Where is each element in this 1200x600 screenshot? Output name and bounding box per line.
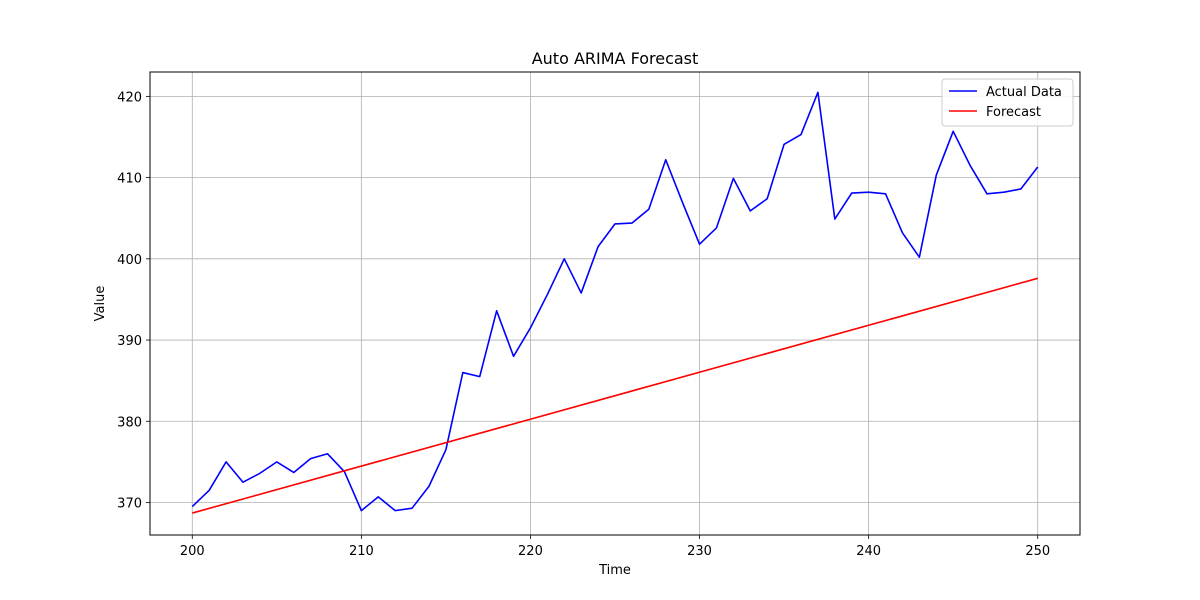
y-tick-label: 370 xyxy=(117,497,142,512)
x-tick-label: 210 xyxy=(349,544,374,559)
legend-label: Forecast xyxy=(986,105,1041,120)
x-tick-label: 230 xyxy=(687,544,712,559)
x-tick-label: 220 xyxy=(518,544,543,559)
y-tick-label: 400 xyxy=(117,253,142,268)
series-line-forecast xyxy=(192,277,1038,514)
x-tick-label: 200 xyxy=(180,544,205,559)
series-layer xyxy=(191,91,1039,514)
legend-label: Actual Data xyxy=(986,85,1062,100)
y-tick-label: 410 xyxy=(117,172,142,187)
x-axis-title: Time xyxy=(598,563,631,578)
x-tick-label: 250 xyxy=(1025,544,1050,559)
y-tick-label: 390 xyxy=(117,334,142,349)
x-tick-label: 240 xyxy=(856,544,881,559)
series-line-actual-data xyxy=(191,91,1039,512)
y-tick-label: 420 xyxy=(117,90,142,105)
ticks: 200 210 220 230 240 250 370 380 390 400 410 420 xyxy=(117,90,1050,559)
chart-title: Auto ARIMA Forecast xyxy=(532,49,699,68)
legend: Actual Data Forecast xyxy=(941,78,1074,127)
plot-frame xyxy=(149,71,1081,536)
y-axis-title: Value xyxy=(93,286,108,322)
grid xyxy=(150,72,1080,535)
y-tick-label: 380 xyxy=(117,415,142,430)
